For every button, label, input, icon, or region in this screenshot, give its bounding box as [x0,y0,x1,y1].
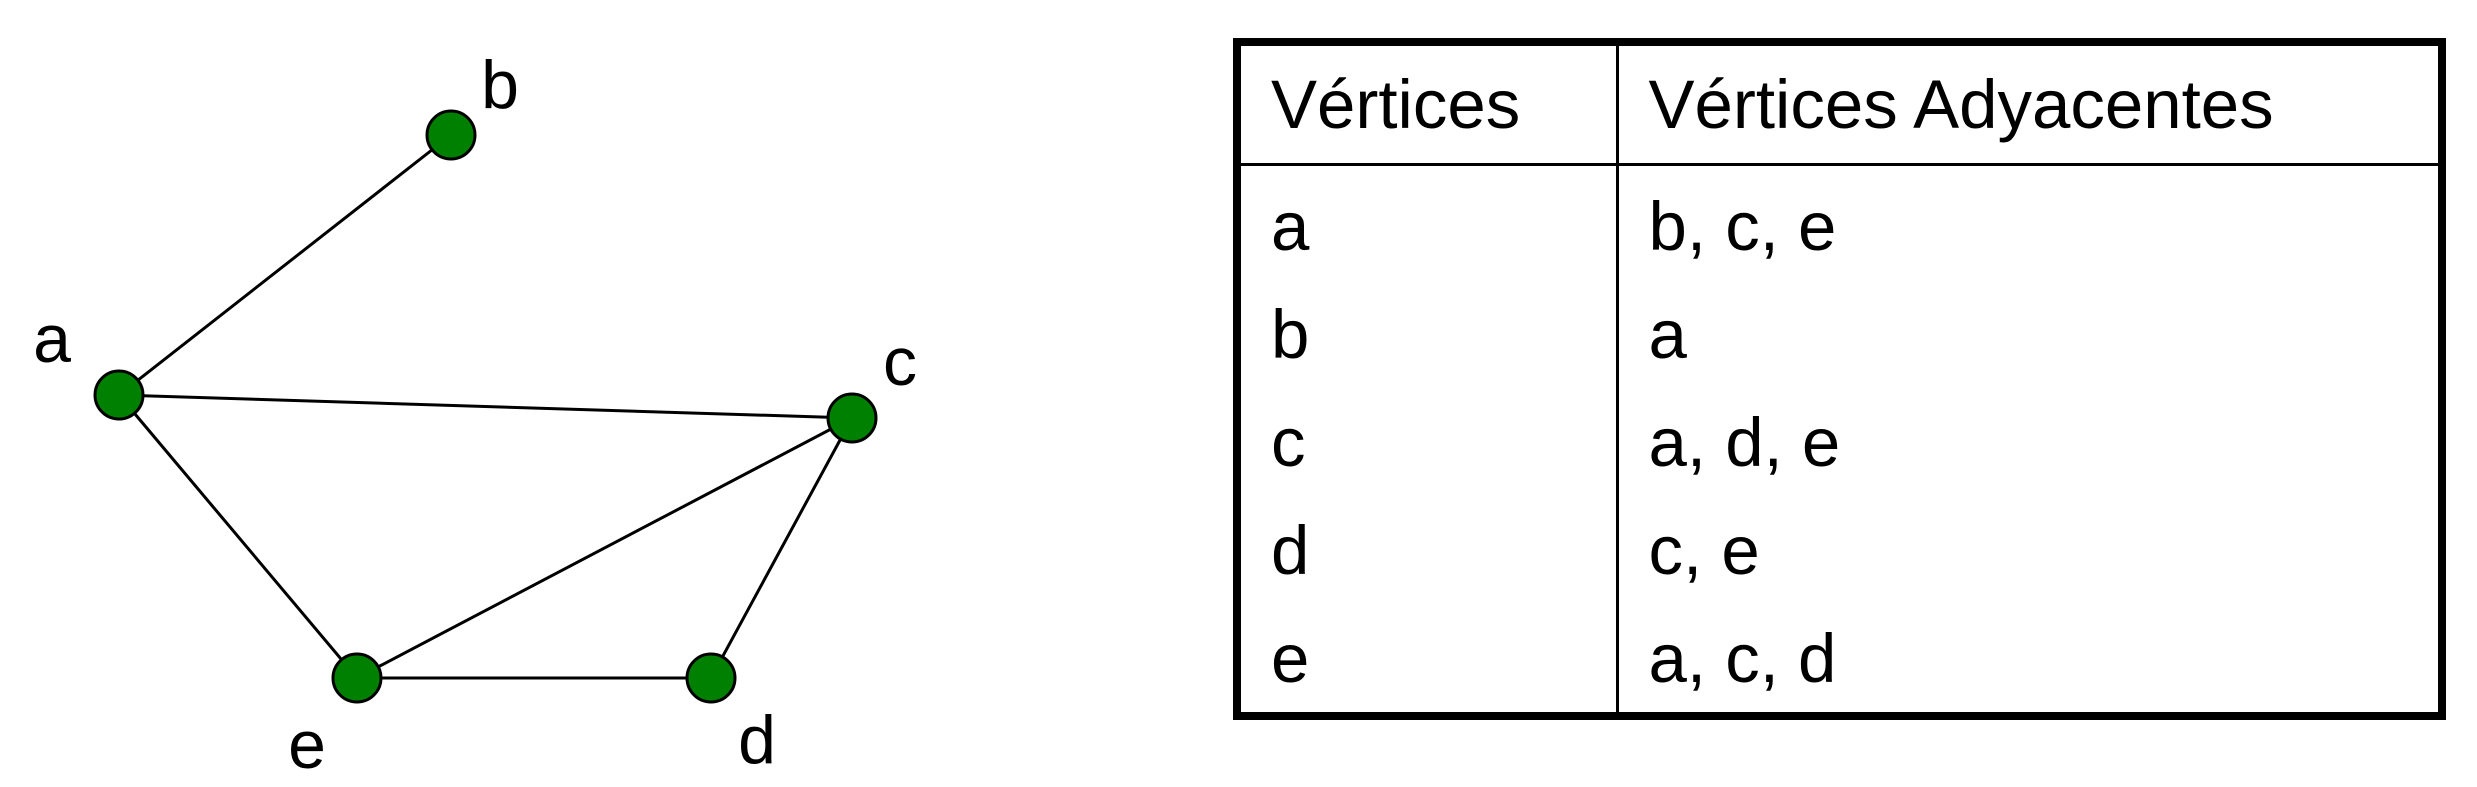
node-label-a: a [33,301,71,377]
table-row: e a, c, d [1237,604,2442,716]
graph-labels: a b c d e [33,47,917,783]
table-row: a b, c, e [1237,164,2442,280]
node-a [93,369,145,421]
row-adjacent: c, e [1648,511,1760,589]
edge-c-e [356,416,853,680]
row-adjacent: a, d, e [1648,403,1841,481]
graph-nodes [93,109,878,704]
node-b [425,109,477,161]
table-row: d c, e [1237,496,2442,604]
row-adjacent: a [1648,295,1687,373]
node-label-c: c [883,324,917,400]
edge-a-c [118,393,853,420]
row-adjacent: a, c, d [1648,619,1837,697]
header-adjacent-vertices: Vértices Adyacentes [1617,42,2442,166]
row-vertex: c [1237,388,1619,496]
table-row: c a, d, e [1237,388,2442,496]
edge-c-d [709,417,854,679]
node-d [685,652,737,704]
edge-a-b [118,133,452,397]
node-e [331,652,383,704]
graph-diagram: a b c d e [33,47,917,783]
table-header-row: Vértices Vértices Adyacentes [1237,42,2442,166]
row-adjacent: b, c, e [1648,187,1837,265]
node-label-e: e [288,707,326,783]
graph-edges [117,133,854,680]
row-vertex: e [1237,604,1619,716]
row-vertex: a [1237,164,1619,280]
row-vertex: d [1237,496,1619,604]
node-label-d: d [738,702,776,778]
edge-a-e [117,394,359,679]
table-row: b a [1237,280,2442,388]
header-vertices: Vértices [1237,42,1619,166]
row-vertex: b [1237,280,1619,388]
node-c [826,392,878,444]
node-label-b: b [481,47,519,123]
adjacency-table: Vértices Vértices Adyacentes a b, c, e b… [1233,38,2446,720]
